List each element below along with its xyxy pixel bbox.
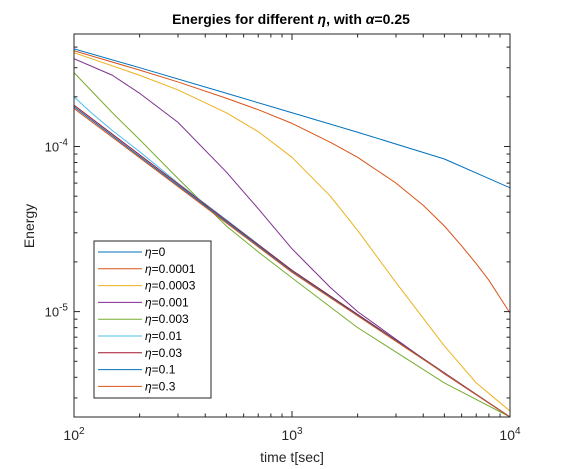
legend-eta-value: =0.01 (152, 329, 183, 343)
y-tick-base: 10 (45, 139, 59, 154)
series-line-5 (74, 72, 510, 417)
legend-label: η=0.1 (145, 363, 176, 377)
title-eta-symbol: η (318, 11, 327, 27)
title-text-2: , with (326, 11, 366, 27)
x-tick-label-2: 103 (281, 426, 303, 443)
legend-entry-4: η=0.001 (98, 295, 189, 309)
legend-eta-symbol: η (145, 262, 152, 276)
legend-label: η=0.01 (145, 329, 182, 343)
legend-label: η=0 (145, 245, 166, 259)
legend-entry-8: η=0.1 (98, 363, 176, 377)
y-tick-label-1: 10-4 (45, 137, 69, 154)
y-axis-label: Energy (21, 204, 37, 248)
legend-eta-symbol: η (145, 245, 152, 259)
legend-entry-1: η=0 (98, 245, 166, 259)
legend-eta-symbol: η (145, 346, 152, 360)
legend-eta-symbol: η (145, 279, 152, 293)
legend-label: η=0.003 (145, 312, 189, 326)
legend-entry-3: η=0.0003 (98, 279, 196, 293)
legend-eta-symbol: η (145, 312, 152, 326)
y-tick-base: 10 (45, 305, 59, 320)
series-line-4 (74, 58, 510, 417)
x-tick-label-1: 102 (63, 426, 85, 443)
title-alpha-symbol: α (366, 11, 376, 27)
series-line-1 (74, 48, 510, 189)
legend-eta-value: =0.0003 (152, 279, 196, 293)
legend-eta-symbol: η (145, 379, 152, 393)
series-line-9 (74, 108, 510, 417)
chart-title: Energies for different η, with α=0.25 (172, 11, 410, 27)
legend-eta-value: =0.1 (152, 363, 176, 377)
legend-eta-symbol: η (145, 329, 152, 343)
x-tick-exponent: 3 (297, 426, 303, 437)
title-text-3: =0.25 (374, 11, 410, 27)
legend-eta-value: =0.003 (152, 312, 189, 326)
legend-entry-2: η=0.0001 (98, 262, 196, 276)
x-tick-exponent: 2 (79, 426, 85, 437)
legend-eta-value: =0.001 (152, 295, 189, 309)
legend-eta-value: =0.03 (152, 346, 183, 360)
legend-eta-symbol: η (145, 363, 152, 377)
legend-entry-6: η=0.01 (98, 329, 182, 343)
title-text-1: Energies for different (172, 11, 317, 27)
legend: η=0η=0.0001η=0.0003η=0.001η=0.003η=0.01η… (93, 240, 212, 399)
legend-eta-value: =0 (152, 245, 166, 259)
x-tick-exponent: 4 (515, 426, 521, 437)
legend-label: η=0.03 (145, 346, 182, 360)
x-tick-base: 10 (281, 427, 297, 443)
legend-entry-9: η=0.3 (98, 379, 176, 393)
x-tick-base: 10 (63, 427, 79, 443)
y-tick-exponent: -5 (59, 303, 68, 314)
legend-eta-value: =0.3 (152, 379, 176, 393)
y-tick-label-2: 10-5 (45, 303, 69, 320)
legend-label: η=0.001 (145, 295, 189, 309)
legend-eta-value: =0.0001 (152, 262, 196, 276)
x-axis-label: time t[sec] (260, 449, 324, 465)
series-line-2 (74, 50, 510, 314)
y-tick-exponent: -4 (59, 137, 68, 148)
legend-entry-5: η=0.003 (98, 312, 189, 326)
x-tick-label-3: 104 (499, 426, 521, 443)
series-line-3 (74, 52, 510, 412)
x-tick-base: 10 (499, 427, 515, 443)
legend-label: η=0.0003 (145, 279, 196, 293)
series-layer (74, 48, 510, 417)
legend-label: η=0.3 (145, 379, 176, 393)
legend-entry-7: η=0.03 (98, 346, 182, 360)
legend-label: η=0.0001 (145, 262, 196, 276)
legend-eta-symbol: η (145, 295, 152, 309)
